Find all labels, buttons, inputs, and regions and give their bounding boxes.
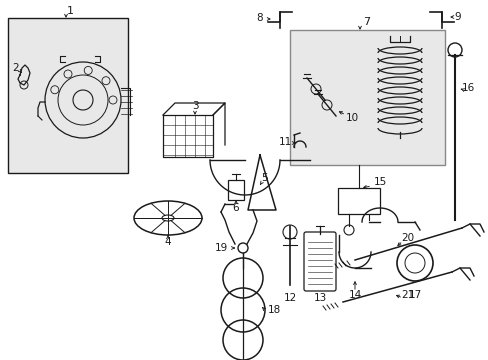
Text: 16: 16 (461, 83, 474, 93)
Text: 20: 20 (401, 233, 414, 243)
Text: 15: 15 (373, 177, 386, 187)
Text: 2: 2 (13, 63, 19, 73)
Text: 6: 6 (232, 203, 239, 213)
Text: 4: 4 (164, 237, 171, 247)
Text: 18: 18 (267, 305, 281, 315)
Text: 19: 19 (214, 243, 227, 253)
Text: 14: 14 (347, 290, 361, 300)
Bar (227, 180, 244, 200)
Text: 17: 17 (407, 290, 421, 300)
Bar (289, 30, 444, 165)
Text: 3: 3 (191, 101, 198, 111)
Text: 9: 9 (454, 12, 460, 22)
Bar (8, 18, 128, 173)
Bar (337, 188, 379, 214)
Text: 7: 7 (363, 17, 370, 27)
Text: 5: 5 (261, 173, 268, 183)
Text: 11: 11 (278, 137, 291, 147)
Text: 13: 13 (313, 293, 326, 303)
Text: 10: 10 (345, 113, 358, 123)
Text: 1: 1 (66, 6, 73, 16)
Text: 12: 12 (283, 293, 296, 303)
Text: 8: 8 (256, 13, 263, 23)
Text: 21: 21 (401, 290, 414, 300)
